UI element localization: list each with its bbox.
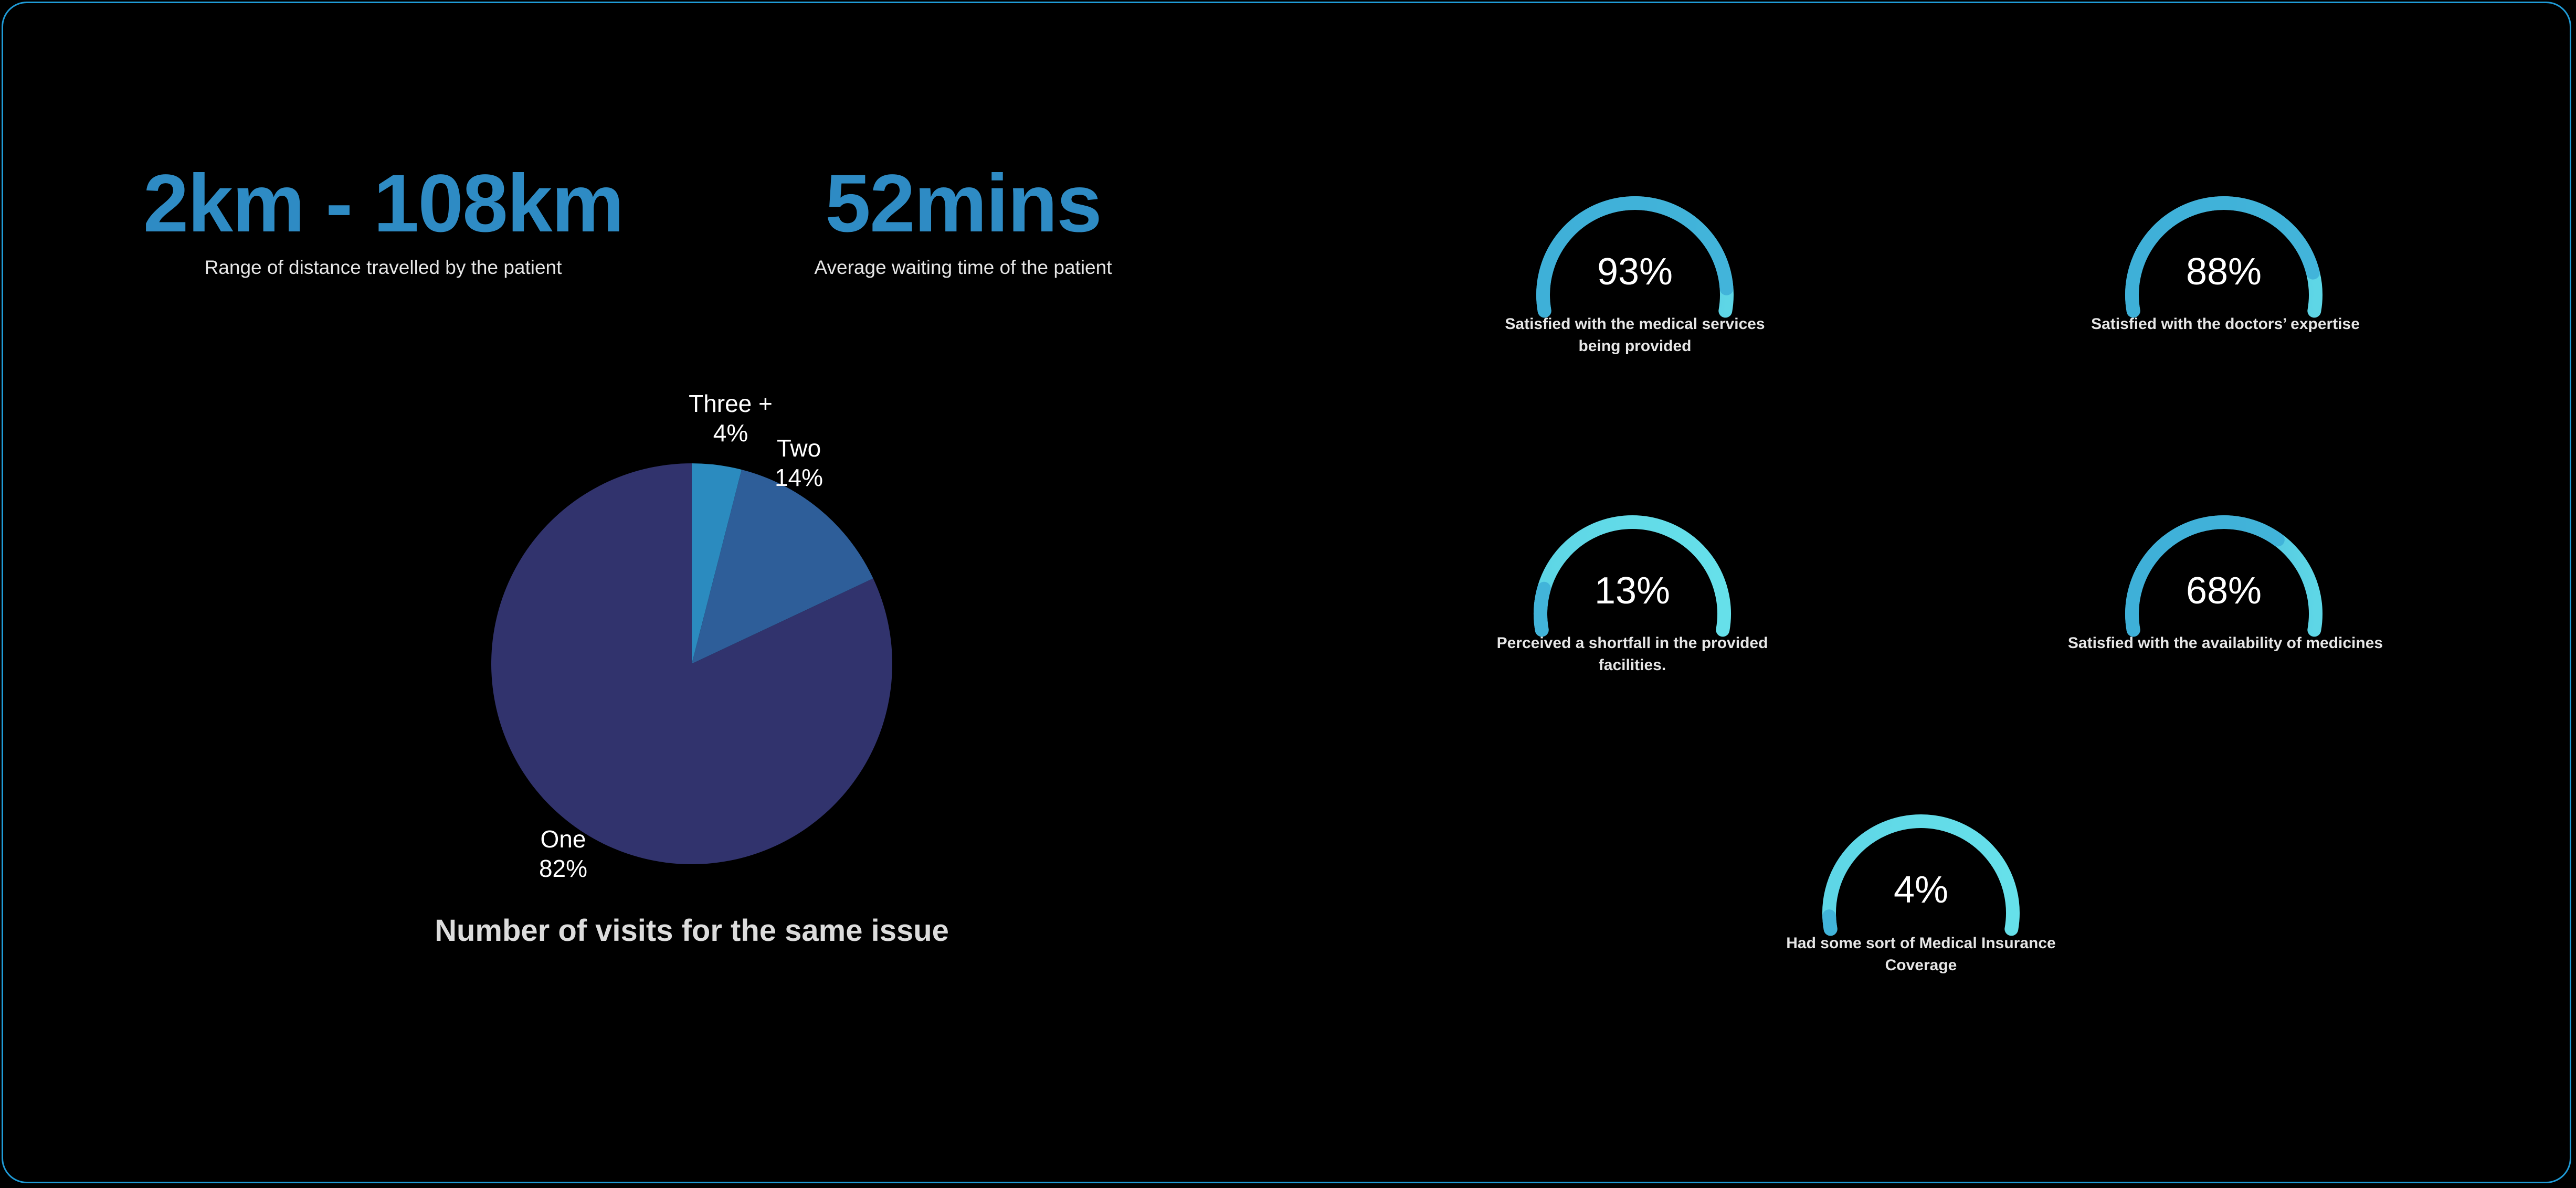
gauge-caption-4: Satisfied with the availability of medic… bbox=[2067, 634, 2383, 652]
pie-label-name: Three + bbox=[689, 390, 773, 417]
gauge-value-label: 4% bbox=[1894, 869, 1948, 911]
gauge-value-arc bbox=[2125, 515, 2285, 637]
pie-label-name: Two bbox=[777, 434, 821, 462]
pie-label-value: 14% bbox=[775, 464, 823, 491]
pie-chart-title: Number of visits for the same issue bbox=[435, 914, 949, 948]
pie-label-name: One bbox=[541, 825, 586, 853]
gauge-value-arc bbox=[2125, 196, 2320, 318]
gauge-track bbox=[1534, 515, 1731, 637]
gauge-value-label: 93% bbox=[1597, 251, 1673, 293]
gauge-5: 4% bbox=[1822, 814, 2020, 936]
gauge-caption-3: Perceived a shortfall in the provided fa… bbox=[1496, 634, 1768, 674]
gauge-2: 88% bbox=[2125, 196, 2322, 318]
pie-label-value: 4% bbox=[713, 419, 748, 447]
gauge-caption-1: Satisfied with the medical services bein… bbox=[1505, 315, 1765, 355]
gauge-value-label: 68% bbox=[2186, 570, 2262, 612]
satisfaction-gauges: 93% 88% 13% 68% 4% bbox=[1534, 196, 2322, 936]
gauge-3: 13% bbox=[1534, 515, 1731, 637]
gauge-1: 93% bbox=[1536, 196, 1734, 318]
pie-label-value: 82% bbox=[539, 855, 587, 882]
gauge-value-arc bbox=[1536, 196, 1734, 318]
pie-slice-two bbox=[692, 470, 873, 664]
gauge-value-arc bbox=[1822, 909, 1838, 936]
gauge-track bbox=[1822, 814, 2020, 936]
gauge-caption-5: Had some sort of Medical Insurance Cover… bbox=[1786, 935, 2056, 974]
waiting-time-value: 52mins bbox=[825, 158, 1102, 249]
distance-range-caption: Range of distance travelled by the patie… bbox=[204, 257, 562, 278]
gauge-value-label: 13% bbox=[1595, 570, 1670, 612]
gauge-value-label: 88% bbox=[2186, 251, 2262, 293]
waiting-time-caption: Average waiting time of the patient bbox=[814, 257, 1112, 278]
gauge-value-arc bbox=[1534, 581, 1551, 637]
gauge-4: 68% bbox=[2125, 515, 2322, 637]
pie-slice-one bbox=[491, 463, 892, 864]
pie-slice-three bbox=[692, 463, 742, 664]
distance-range-value: 2km - 108km bbox=[143, 158, 625, 249]
gauge-caption-2: Satisfied with the doctors’ expertise bbox=[2091, 315, 2360, 333]
